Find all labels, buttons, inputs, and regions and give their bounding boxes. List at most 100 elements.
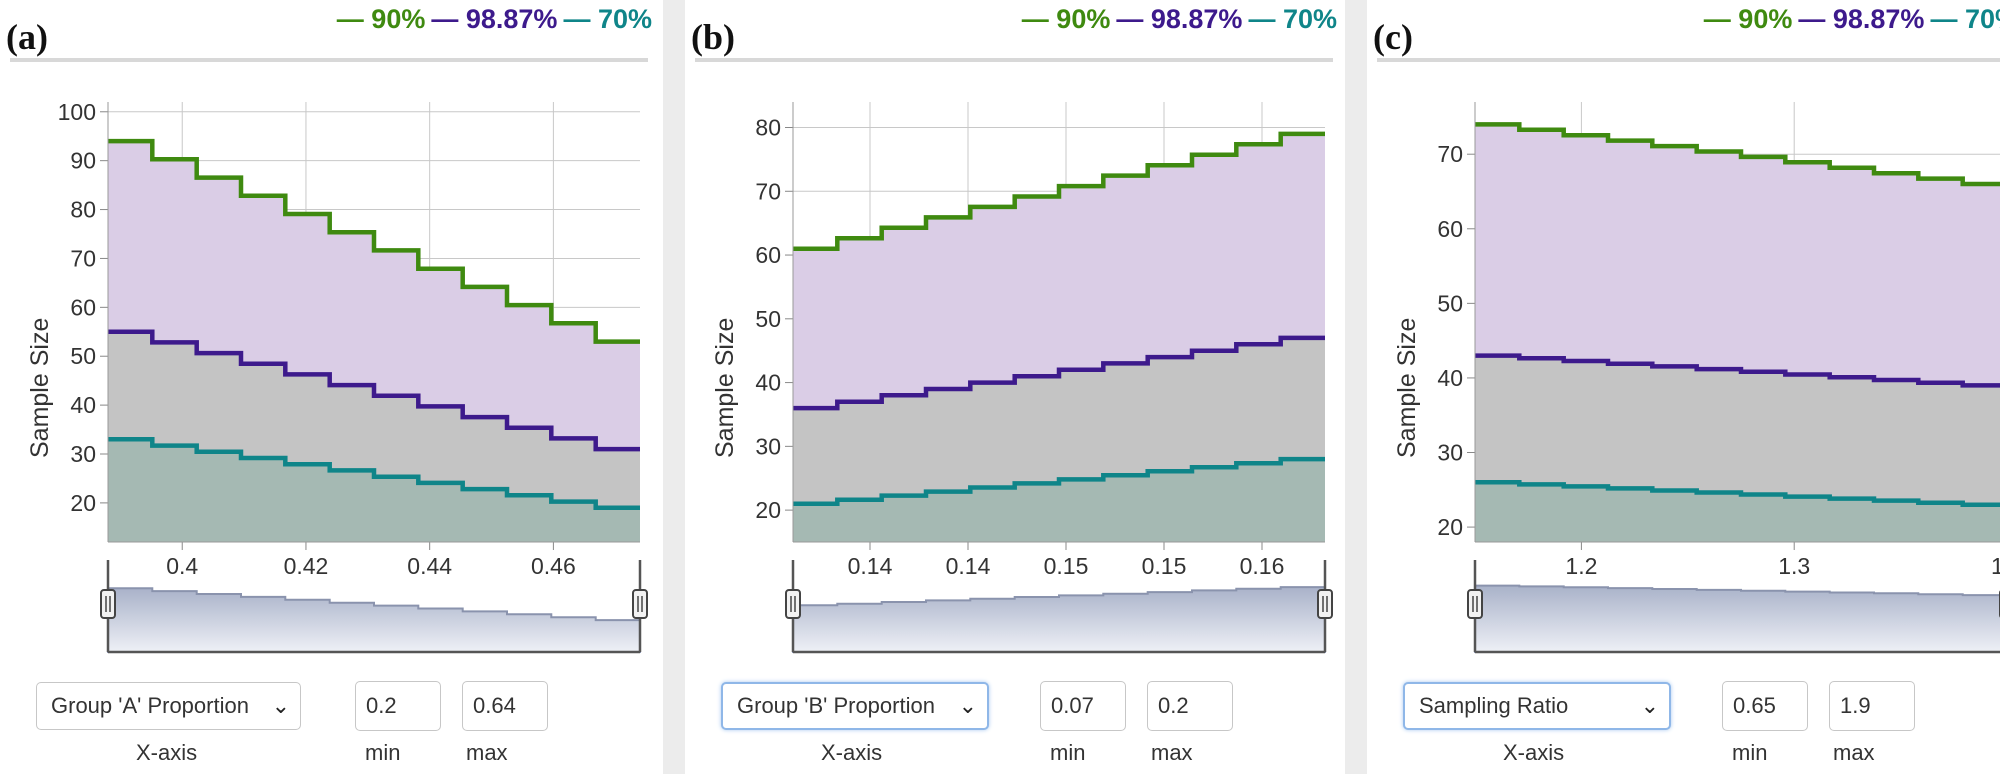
y-tick-label: 50 xyxy=(70,343,96,369)
y-tick-label: 20 xyxy=(1437,514,1463,540)
control-label-xaxis: X-axis xyxy=(821,740,883,765)
y-tick-label: 40 xyxy=(755,370,781,396)
area-fill-low xyxy=(793,459,1325,542)
legend-label: 90% xyxy=(1738,4,1793,34)
x-tick-label: 1.4 xyxy=(1991,553,2000,579)
navigator-series xyxy=(792,586,1326,653)
chevron-down-icon: ⌄ xyxy=(958,693,977,718)
y-axis-title: Sample Size xyxy=(711,317,739,458)
legend-swatch-icon: — xyxy=(563,4,598,34)
legend: — 90%— 98.87%— 70% xyxy=(1698,4,2000,35)
y-tick-label: 20 xyxy=(70,490,96,516)
y-tick-label: 50 xyxy=(755,306,781,332)
legend-label: 98.87% xyxy=(1832,4,1925,34)
navigator-series xyxy=(107,587,641,653)
legend-entry[interactable]: — 98.87% xyxy=(1116,4,1242,34)
x-axis-select-value: Sampling Ratio xyxy=(1419,693,1569,718)
y-tick-label: 70 xyxy=(755,178,781,204)
area-fill-low xyxy=(108,439,640,542)
legend: — 90%— 98.87%— 70% xyxy=(1016,4,1337,35)
x-max-input[interactable]: 1.9 xyxy=(1829,681,1915,731)
area-fill-low xyxy=(1475,482,2000,542)
control-label-min: min xyxy=(365,740,401,765)
legend-entry[interactable]: — 70% xyxy=(1930,4,2000,34)
x-tick-label: 0.16 xyxy=(1240,553,1285,579)
grip-icon xyxy=(1317,589,1333,619)
legend-entry[interactable]: — 90% xyxy=(1022,4,1111,34)
legend-label: 70% xyxy=(1964,4,2000,34)
legend-swatch-icon: — xyxy=(1116,4,1151,34)
panel-gutter xyxy=(1345,0,1367,774)
chart-svg: 20 30 40 50 60 70 80 90 100 0.4 0.42 0.44 0.46 xyxy=(58,99,648,654)
legend-entry[interactable]: — 90% xyxy=(1704,4,1793,34)
y-tick-label: 40 xyxy=(1437,365,1463,391)
series-line xyxy=(108,437,640,511)
x-tick-label: 1.3 xyxy=(1778,553,1810,579)
control-label-min: min xyxy=(1050,740,1086,765)
control-label-max: max xyxy=(1151,740,1193,765)
x-axis-select[interactable]: Group 'B' Proportion ⌄ xyxy=(721,682,989,730)
navigator-series xyxy=(1474,584,2000,653)
navigator-handle[interactable] xyxy=(1467,560,1483,652)
y-tick-label: 40 xyxy=(70,392,96,418)
x-min-input[interactable]: 0.2 xyxy=(355,681,441,731)
x-max-input[interactable]: 0.2 xyxy=(1147,681,1233,731)
y-tick-label: 80 xyxy=(755,115,781,141)
legend-swatch-icon: — xyxy=(1798,4,1833,34)
chart-panel: (b) — 90% — 98.87% — 70% 20 30 40 50 60 70 80 0.14 0… xyxy=(685,0,1345,774)
legend-swatch-icon: — xyxy=(431,4,466,34)
x-min-input[interactable]: 0.65 xyxy=(1722,681,1808,731)
legend-swatch-icon: — xyxy=(1703,4,1739,34)
chart-svg: 20 30 40 50 60 70 1.2 1.3 1.4 xyxy=(1437,102,2000,654)
y-tick-label: 60 xyxy=(755,242,781,268)
x-tick-label: 0.46 xyxy=(531,553,576,579)
legend-label: 70% xyxy=(597,4,652,34)
x-axis-select-value: Group 'B' Proportion xyxy=(737,693,935,718)
header-divider xyxy=(695,58,1333,62)
x-axis-select-value: Group 'A' Proportion xyxy=(51,693,249,718)
chart-panel: (c)— 90%— 98.87%— 70%2030405060701.21.31… xyxy=(1367,0,2000,774)
grip-icon xyxy=(100,589,116,619)
legend: — 90%— 98.87%— 70% xyxy=(331,4,652,35)
x-tick-label: 0.4 xyxy=(166,553,198,579)
legend-entry[interactable]: — 70% xyxy=(1248,4,1337,34)
legend-entry[interactable]: — 98.87% xyxy=(431,4,557,34)
chevron-down-icon: ⌄ xyxy=(1640,693,1659,718)
legend-entry[interactable]: — 70% xyxy=(563,4,652,34)
series-line xyxy=(1475,480,2000,507)
x-tick-label: 1.2 xyxy=(1565,553,1597,579)
legend-label: 90% xyxy=(371,4,426,34)
legend-entry[interactable]: — 98.87% xyxy=(1798,4,1924,34)
x-axis-select[interactable]: Sampling Ratio ⌄ xyxy=(1403,682,1671,730)
panel-gutter xyxy=(663,0,685,774)
x-max-input[interactable]: 0.64 xyxy=(462,681,548,731)
y-tick-label: 30 xyxy=(1437,440,1463,466)
navigator-handle[interactable] xyxy=(1317,560,1333,652)
x-axis-select[interactable]: Group 'A' Proportion ⌄ xyxy=(36,682,301,730)
x-tick-label: 0.44 xyxy=(407,553,452,579)
legend-label: 90% xyxy=(1056,4,1111,34)
y-tick-label: 70 xyxy=(1437,141,1463,167)
legend-swatch-icon: — xyxy=(336,4,372,34)
navigator-handle[interactable] xyxy=(632,560,648,652)
x-tick-label: 0.42 xyxy=(284,553,329,579)
y-tick-label: 30 xyxy=(755,433,781,459)
x-tick-label: 0.15 xyxy=(1142,553,1187,579)
series-line xyxy=(108,329,640,452)
legend-label: 98.87% xyxy=(1150,4,1243,34)
legend-swatch-icon: — xyxy=(1248,4,1283,34)
legend-label: 70% xyxy=(1282,4,1337,34)
legend-swatch-icon: — xyxy=(1930,4,1965,34)
navigator-handle[interactable] xyxy=(785,560,801,652)
navigator-handle[interactable] xyxy=(100,560,116,652)
x-min-input[interactable]: 0.07 xyxy=(1040,681,1126,731)
series-line xyxy=(1475,353,2000,388)
series-line xyxy=(793,456,1325,506)
legend-entry[interactable]: — 90% xyxy=(337,4,426,34)
control-label-xaxis: X-axis xyxy=(136,740,198,765)
series-line xyxy=(793,335,1325,411)
chevron-down-icon: ⌄ xyxy=(271,693,290,718)
grip-icon xyxy=(632,589,648,619)
y-tick-label: 100 xyxy=(58,99,96,125)
control-label-max: max xyxy=(1833,740,1875,765)
